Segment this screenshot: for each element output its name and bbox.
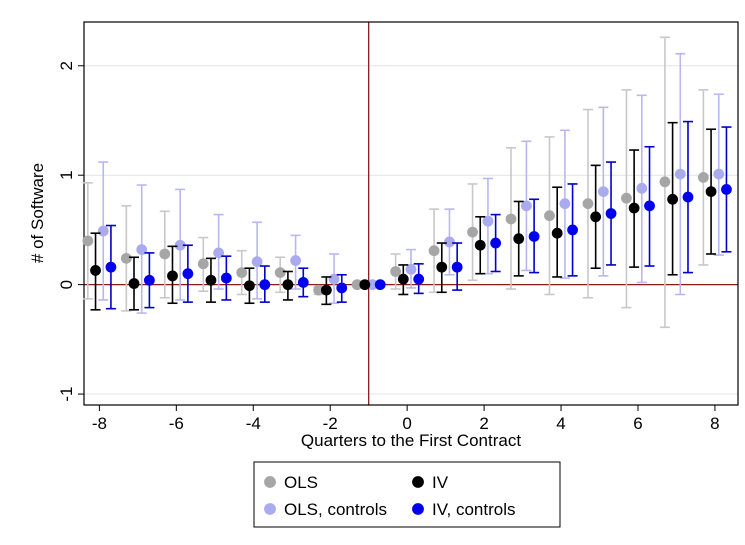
- data-point: [428, 245, 440, 257]
- x-axis-title: Quarters to the First Contract: [301, 431, 521, 450]
- data-point: [482, 215, 494, 227]
- y-tick-label: 2: [57, 61, 76, 70]
- x-tick-label: -6: [169, 414, 184, 433]
- data-point: [97, 225, 109, 237]
- x-tick-label: 0: [402, 414, 411, 433]
- data-point: [328, 273, 340, 285]
- data-point: [297, 277, 309, 288]
- data-point: [667, 193, 678, 205]
- data-point: [513, 233, 525, 245]
- data-point: [697, 171, 709, 183]
- data-point: [636, 182, 648, 194]
- data-point: [436, 261, 448, 273]
- data-point: [521, 200, 532, 212]
- data-point: [282, 279, 294, 291]
- data-point: [413, 273, 425, 285]
- data-point: [143, 274, 155, 286]
- y-axis-title: # of Software: [28, 163, 47, 263]
- data-point: [213, 247, 225, 259]
- data-point: [274, 267, 286, 278]
- legend-label: OLS, controls: [284, 500, 387, 519]
- series-ols: [82, 36, 709, 329]
- data-series: [82, 36, 732, 329]
- data-point: [721, 184, 732, 195]
- plot-frame: [83, 21, 739, 406]
- data-point: [82, 235, 94, 247]
- data-point: [451, 261, 463, 273]
- data-point: [105, 261, 117, 273]
- data-point: [390, 266, 402, 277]
- x-tick-label: -8: [92, 414, 107, 433]
- data-point: [405, 263, 417, 275]
- data-point: [374, 279, 386, 291]
- y-tick-label: 1: [57, 170, 76, 179]
- data-point: [474, 239, 486, 251]
- data-point: [551, 227, 563, 239]
- legend-marker: [264, 476, 276, 488]
- data-point: [713, 168, 725, 180]
- series-iv: [90, 121, 717, 311]
- data-point: [444, 236, 455, 248]
- legend-label: IV: [432, 473, 449, 492]
- data-point: [705, 186, 717, 198]
- data-point: [682, 191, 694, 203]
- data-point: [528, 231, 540, 242]
- data-point: [336, 282, 348, 294]
- data-point: [590, 211, 602, 223]
- data-point: [359, 279, 371, 291]
- legend-marker: [412, 476, 424, 488]
- data-point: [644, 200, 655, 212]
- data-point: [136, 244, 148, 256]
- data-point: [220, 272, 232, 284]
- legend-label: IV, controls: [432, 500, 515, 519]
- data-point: [544, 210, 555, 222]
- legend: OLS IV OLS, controls IV, controls: [253, 461, 561, 528]
- legend-label: OLS: [284, 473, 318, 492]
- data-point: [674, 168, 686, 180]
- axes: -8 -6 -4 -2 0 2 4 6 8 -1 0 1 2: [57, 61, 720, 433]
- series-ols-controls: [97, 52, 725, 314]
- data-point: [467, 226, 478, 238]
- data-point: [251, 256, 263, 268]
- x-tick-label: -4: [246, 414, 261, 433]
- data-point: [236, 267, 248, 278]
- data-point: [182, 268, 194, 280]
- data-point: [205, 274, 217, 286]
- data-point: [159, 248, 171, 260]
- data-point: [290, 255, 301, 266]
- series-iv-controls: [105, 120, 732, 310]
- x-tick-label: 2: [479, 414, 488, 433]
- legend-box: [253, 461, 561, 528]
- data-point: [628, 202, 640, 214]
- y-tick-label: 0: [57, 280, 76, 289]
- y-tick-label: -1: [57, 386, 76, 401]
- data-point: [605, 208, 617, 219]
- x-tick-label: 8: [710, 414, 719, 433]
- data-point: [567, 224, 578, 236]
- data-point: [582, 198, 594, 210]
- x-tick-label: -2: [323, 414, 338, 433]
- data-point: [244, 280, 255, 292]
- data-point: [320, 284, 332, 296]
- legend-marker: [264, 503, 276, 515]
- x-tick-label: 4: [556, 414, 565, 433]
- data-point: [90, 265, 101, 276]
- data-point: [621, 192, 632, 204]
- data-point: [197, 258, 209, 270]
- data-point: [490, 237, 502, 249]
- data-point: [120, 252, 132, 264]
- data-point: [505, 213, 517, 225]
- data-point: [259, 279, 271, 291]
- x-tick-label: 6: [633, 414, 642, 433]
- data-point: [128, 278, 140, 289]
- data-point: [597, 186, 609, 198]
- legend-marker: [412, 503, 424, 515]
- data-point: [167, 270, 178, 282]
- data-point: [397, 273, 409, 285]
- data-point: [559, 198, 571, 210]
- data-point: [659, 176, 671, 188]
